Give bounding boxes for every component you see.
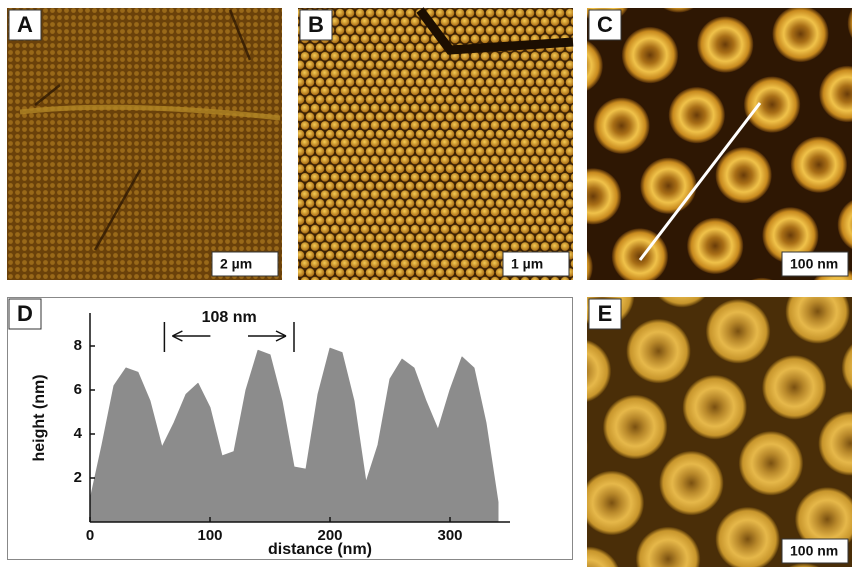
scale-bar-label: 1 µm: [511, 256, 543, 272]
x-tick-label: 100: [197, 527, 222, 544]
panel-label: B: [308, 12, 324, 37]
y-axis-label: height (nm): [31, 374, 48, 461]
x-tick-label: 300: [437, 527, 462, 544]
y-tick-label: 4: [74, 425, 83, 442]
annotation: 108 nm: [202, 309, 257, 326]
figure: A2 µmB1 µmC100 nmDE100 nm01002003002468d…: [0, 0, 852, 567]
x-tick-label: 0: [86, 527, 94, 544]
y-tick-label: 2: [74, 469, 82, 486]
y-tick-label: 6: [74, 381, 82, 398]
scale-bar-label: 100 nm: [790, 543, 838, 559]
panel-label: E: [598, 301, 613, 326]
panel-label: D: [17, 301, 33, 326]
y-tick-label: 8: [74, 337, 82, 354]
panel-label: A: [17, 12, 33, 37]
x-axis-label: distance (nm): [268, 541, 372, 558]
panel-label: C: [597, 12, 613, 37]
afm-image-e: [587, 297, 852, 567]
page: {"panels": [ {"label": "A", "scale_bar":…: [0, 0, 852, 567]
scale-bar-label: 100 nm: [790, 256, 838, 272]
scale-bar-label: 2 µm: [220, 256, 252, 272]
afm-image-c: [587, 8, 852, 280]
shade: [7, 8, 282, 280]
